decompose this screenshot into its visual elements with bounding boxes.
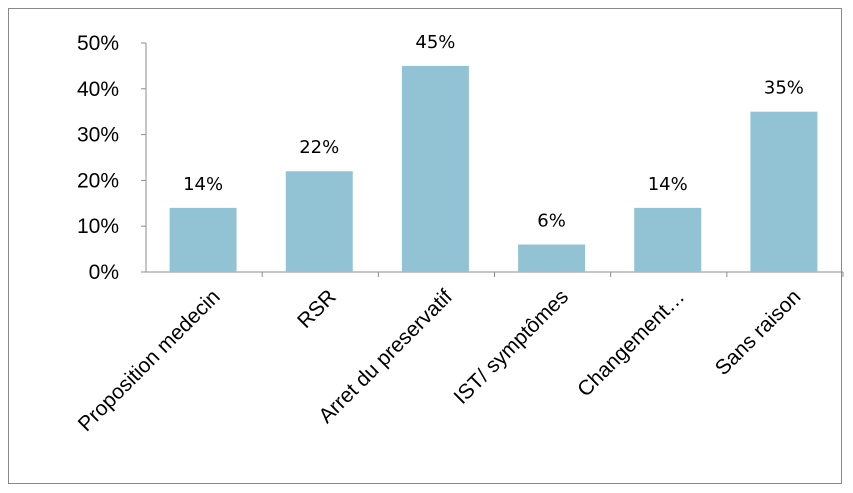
x-tick-label: RSR <box>293 285 341 333</box>
bar <box>285 171 353 272</box>
data-label: 35% <box>764 78 804 99</box>
y-tick-label: 40% <box>77 78 119 101</box>
data-label: 14% <box>648 174 688 195</box>
data-label: 14% <box>183 174 223 195</box>
y-axis: 0% 10% 20% 30% 40% 50% <box>77 32 844 284</box>
x-tick-label: IST/ symptômes <box>450 285 574 409</box>
data-label: 45% <box>415 32 455 53</box>
bar <box>634 207 702 272</box>
bar <box>750 111 818 272</box>
x-tick-label: Arret du preservatif <box>314 285 457 428</box>
bar <box>169 207 237 272</box>
data-label: 6% <box>537 211 566 232</box>
data-labels: 14% 22% 45% 6% 14% 35% <box>183 32 804 232</box>
y-tick-label: 50% <box>77 32 119 55</box>
y-tick-label: 30% <box>77 124 119 147</box>
y-tick-label: 20% <box>77 169 119 192</box>
bar <box>401 65 469 273</box>
bar <box>518 244 586 272</box>
x-tick-label: Sans raison <box>711 285 806 380</box>
y-tick-label: 10% <box>77 215 119 238</box>
bars <box>169 65 818 273</box>
x-tick-label: Changement… <box>573 285 689 401</box>
x-tick-label: Proposition medecin <box>74 285 225 436</box>
y-tick-label: 0% <box>89 261 119 284</box>
data-label: 22% <box>299 137 339 158</box>
